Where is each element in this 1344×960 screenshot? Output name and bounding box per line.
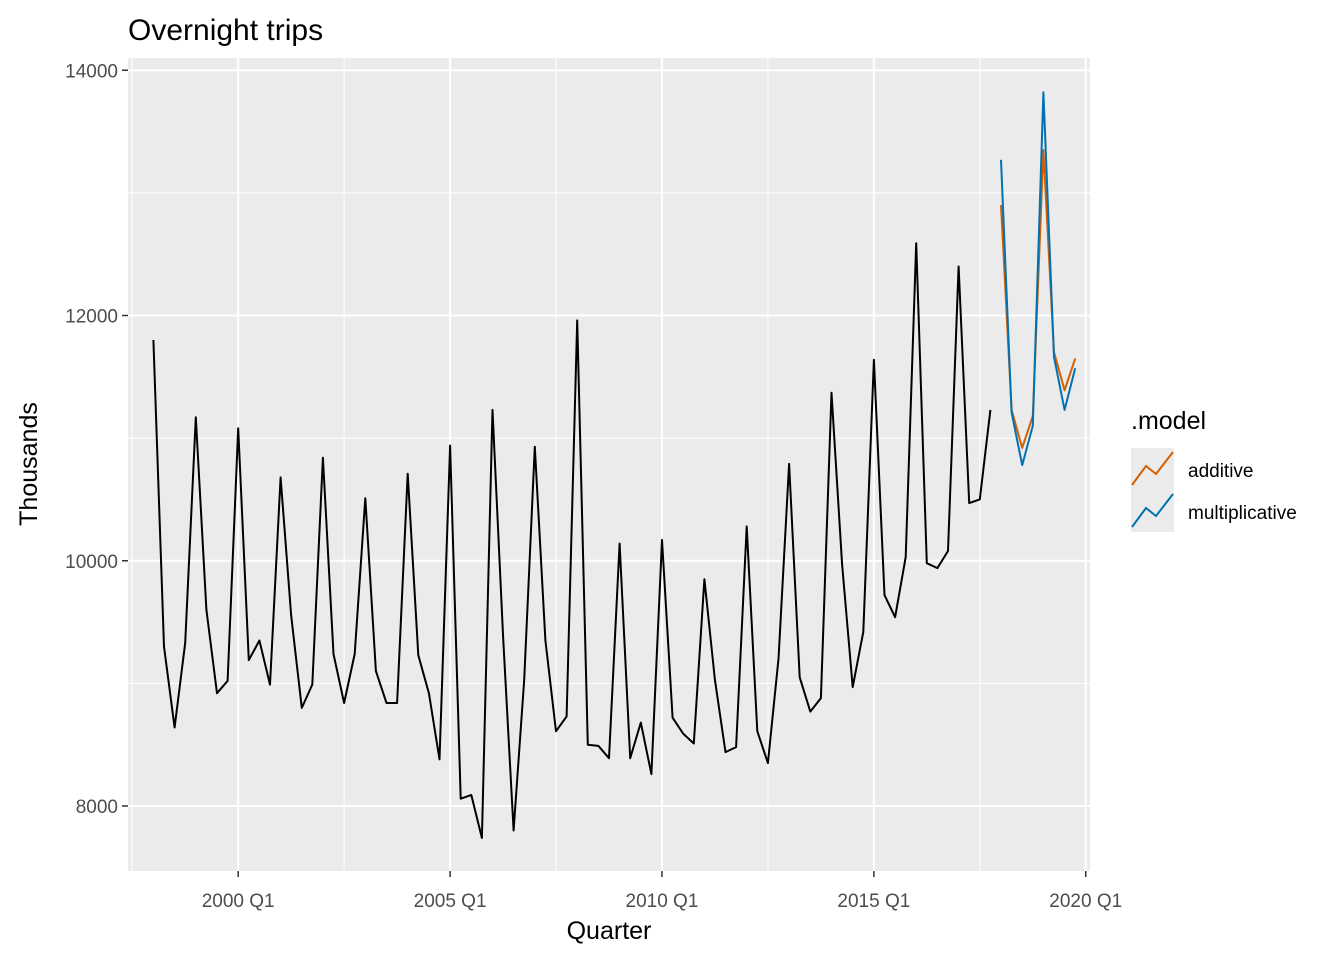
y-axis-title: Thousands bbox=[15, 402, 43, 526]
legend-title: .model bbox=[1131, 407, 1206, 435]
minor-gridlines bbox=[128, 58, 1090, 871]
legend-key-additive bbox=[1131, 451, 1174, 486]
series-line-multiplicative bbox=[1000, 91, 1077, 467]
x-tick-label: 2015 Q1 bbox=[837, 891, 910, 912]
y-tick-label: 12000 bbox=[65, 307, 118, 328]
x-tick-label: 2000 Q1 bbox=[202, 891, 275, 912]
y-tick-label: 10000 bbox=[65, 552, 118, 573]
legend-label-additive: additive bbox=[1188, 461, 1254, 482]
legend: .model additive multiplicative bbox=[1131, 407, 1297, 532]
legend-key-multiplicative-bg bbox=[1131, 490, 1174, 532]
series-layer bbox=[152, 91, 1077, 839]
x-tick-label: 2005 Q1 bbox=[414, 891, 487, 912]
legend-key-additive-bg bbox=[1131, 448, 1174, 490]
history-line bbox=[152, 242, 992, 839]
legend-key-multiplicative bbox=[1131, 493, 1174, 528]
legend-label-multiplicative: multiplicative bbox=[1188, 503, 1297, 524]
y-axis: 8000 10000 12000 14000 bbox=[65, 61, 128, 818]
x-axis-title: Quarter bbox=[567, 917, 652, 945]
plot-panel bbox=[128, 58, 1090, 871]
y-tick-label: 14000 bbox=[65, 61, 118, 82]
x-axis: 2000 Q1 2005 Q1 2010 Q1 2015 Q1 2020 Q1 bbox=[202, 871, 1122, 912]
x-tick-label: 2020 Q1 bbox=[1049, 891, 1122, 912]
x-tick-label: 2010 Q1 bbox=[626, 891, 699, 912]
chart-title: Overnight trips bbox=[128, 14, 323, 47]
y-tick-label: 8000 bbox=[76, 797, 118, 818]
